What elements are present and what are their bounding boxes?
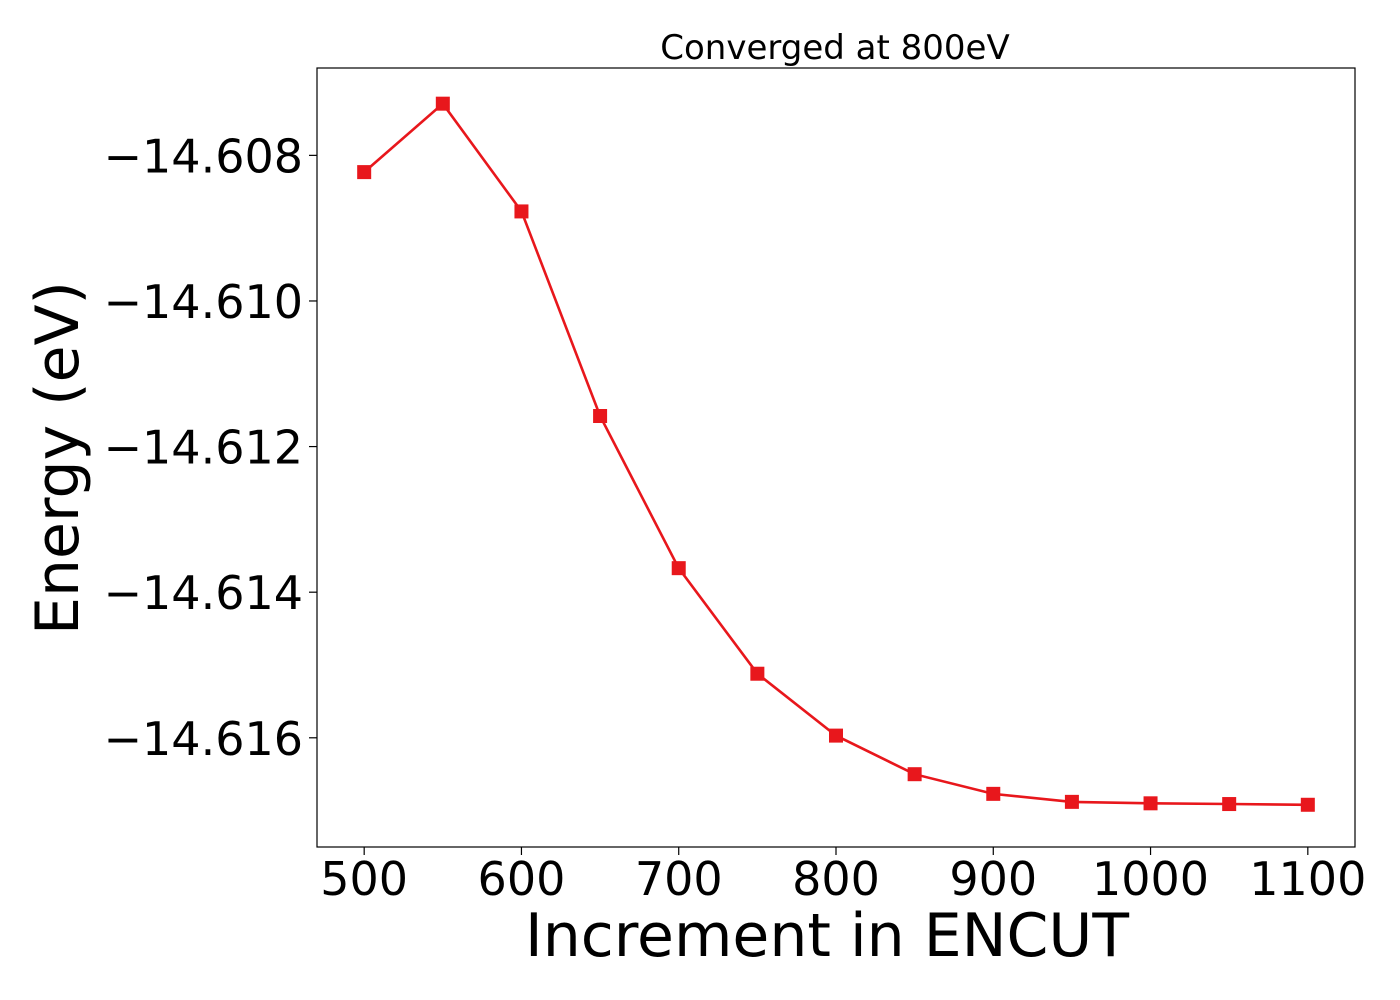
y-tick-label: −14.608 <box>104 129 304 183</box>
x-axis: 500 600 700 800 900 1000 1100 <box>320 847 1366 906</box>
data-point <box>593 409 608 424</box>
y-tick-label: −14.614 <box>104 566 304 620</box>
data-point <box>829 728 843 743</box>
data-point <box>986 786 1001 801</box>
x-tick-label: 1100 <box>1249 852 1366 906</box>
data-point <box>357 165 372 180</box>
y-tick-label: −14.610 <box>104 275 304 329</box>
y-axis: −14.608 −14.610 −14.612 −14.614 −14.616 <box>104 129 317 766</box>
data-point <box>750 666 765 681</box>
x-tick-label: 600 <box>478 852 566 906</box>
data-point <box>907 767 922 782</box>
x-tick-label: 700 <box>635 852 723 906</box>
data-point <box>435 96 450 111</box>
x-axis-label: Increment in ENCUT <box>525 901 1129 971</box>
data-point <box>671 561 686 576</box>
y-axis-label: Energy (eV) <box>23 281 93 635</box>
data-point <box>1222 797 1237 812</box>
x-tick-label: 800 <box>792 852 880 906</box>
data-point <box>1064 794 1079 809</box>
x-tick-label: 900 <box>949 852 1037 906</box>
data-point <box>1300 797 1315 812</box>
series-markers <box>357 96 1315 812</box>
x-tick-label: 500 <box>320 852 408 906</box>
data-point <box>1143 796 1158 811</box>
data-point <box>514 204 529 219</box>
chart-title: Converged at 800eV <box>660 28 1009 68</box>
x-tick-label: 1000 <box>1092 852 1209 906</box>
series-line <box>363 101 1308 807</box>
y-tick-label: −14.612 <box>104 421 304 475</box>
y-tick-label: −14.616 <box>104 712 304 766</box>
